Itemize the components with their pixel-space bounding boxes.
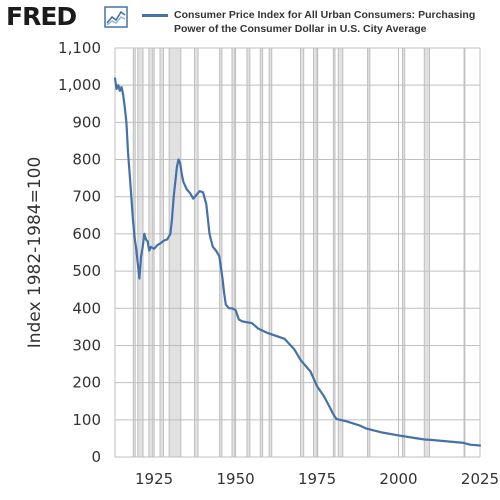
y-tick-label: 200 [72, 374, 101, 392]
fred-graph-icon [104, 6, 128, 28]
recession-band [148, 48, 153, 457]
recession-band [133, 48, 136, 457]
legend-swatch [142, 14, 168, 17]
recession-band [137, 48, 144, 457]
recession-band [169, 48, 181, 457]
recession-band [194, 48, 199, 457]
x-tick-label: 2025 [461, 470, 499, 488]
x-tick-label: 1975 [298, 470, 336, 488]
chart-header: FRED Consumer Price Index for All Urban … [0, 0, 500, 44]
legend-label: Consumer Price Index for All Urban Consu… [174, 9, 476, 35]
y-tick-label: 800 [72, 151, 101, 169]
recession-band [246, 48, 250, 457]
y-tick-label: 400 [72, 299, 101, 317]
x-tick-label: 1925 [135, 470, 173, 488]
recession-band [269, 48, 272, 457]
y-tick-label: 1,100 [58, 39, 101, 57]
recession-band [313, 48, 318, 457]
recession-band [424, 48, 430, 457]
recession-band [333, 48, 335, 457]
y-tick-label: 700 [72, 188, 101, 206]
x-tick-label: 1950 [216, 470, 254, 488]
y-tick-label: 600 [72, 225, 101, 243]
y-tick-label: 100 [72, 411, 101, 429]
y-tick-label: 500 [72, 262, 101, 280]
recession-band [159, 48, 164, 457]
series-line [113, 77, 482, 447]
recession-band [231, 48, 235, 457]
y-axis-label: Index 1982-1984=100 [25, 157, 45, 349]
recession-band [367, 48, 370, 457]
recession-band [260, 48, 263, 457]
recession-band [402, 48, 405, 457]
fred-logo: FRED [6, 2, 77, 31]
recession-band [338, 48, 343, 457]
y-tick-label: 1,000 [58, 76, 101, 94]
y-tick-label: 300 [72, 336, 101, 354]
x-tick-label: 2000 [379, 470, 417, 488]
y-tick-label: 900 [72, 113, 101, 131]
recession-band [219, 48, 222, 457]
recession-band [300, 48, 304, 457]
y-tick-label: 0 [91, 448, 101, 466]
